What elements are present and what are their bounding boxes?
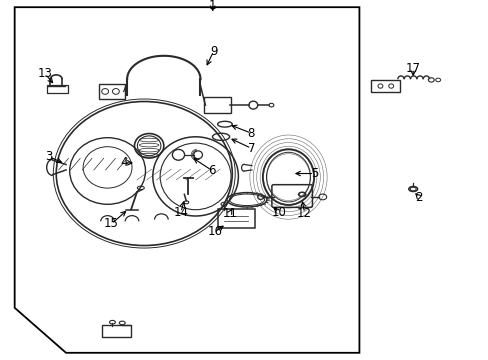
Text: 13: 13	[38, 67, 52, 80]
Text: 8: 8	[247, 127, 255, 140]
Text: 3: 3	[45, 150, 53, 163]
Text: 2: 2	[414, 191, 422, 204]
Text: 7: 7	[247, 142, 255, 155]
Text: 9: 9	[209, 45, 217, 58]
Text: 16: 16	[207, 225, 222, 238]
Text: 4: 4	[120, 156, 127, 169]
Text: 15: 15	[104, 217, 119, 230]
Text: 11: 11	[222, 207, 237, 220]
Text: 14: 14	[173, 206, 188, 219]
Text: 10: 10	[271, 206, 285, 219]
Text: 6: 6	[207, 164, 215, 177]
Text: 5: 5	[310, 167, 318, 180]
Text: 1: 1	[208, 0, 216, 12]
Text: 12: 12	[297, 207, 311, 220]
Text: 17: 17	[405, 62, 420, 75]
